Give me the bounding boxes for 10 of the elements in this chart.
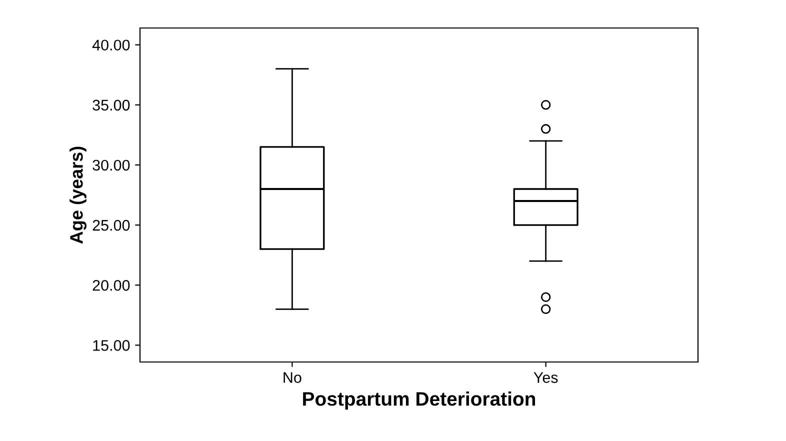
- y-tick-label: 30.00: [92, 160, 130, 171]
- x-axis-title: Postpartum Deterioration: [303, 392, 536, 410]
- y-axis-title: Age (years): [70, 146, 86, 244]
- y-tick-label: 20.00: [92, 280, 130, 291]
- x-tick-label: No: [284, 372, 302, 383]
- y-tick-label: 15.00: [93, 340, 130, 351]
- y-tick-label: 35.00: [92, 100, 130, 111]
- x-tick-label: Yes: [534, 372, 558, 383]
- y-tick-label: 40.00: [92, 40, 130, 51]
- y-tick-label: 25.00: [92, 220, 130, 231]
